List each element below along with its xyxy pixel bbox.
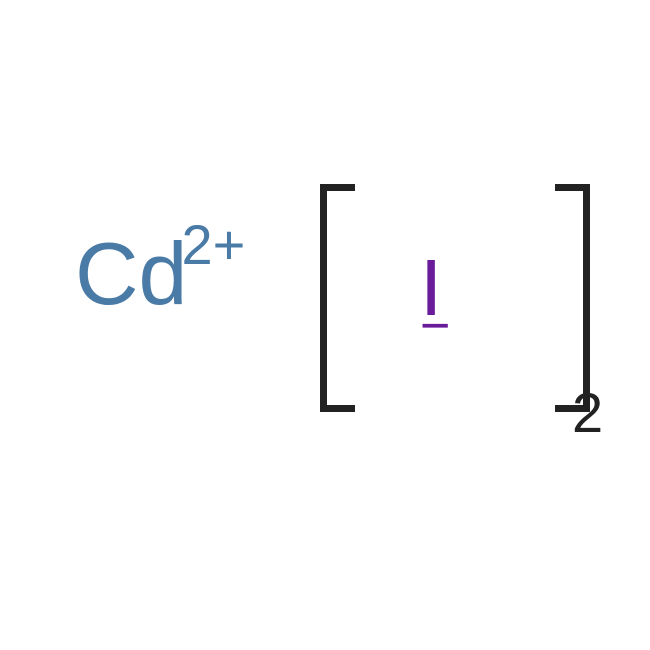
left-bracket	[320, 184, 355, 412]
cation-symbol: Cd	[75, 230, 188, 318]
stoichiometric-subscript: 2	[572, 380, 603, 445]
chemical-formula-canvas: Cd2+ I− 2	[0, 0, 650, 650]
right-bracket	[555, 184, 590, 412]
cation: Cd2+	[75, 230, 251, 318]
anion-charge: −	[420, 300, 450, 352]
cation-charge: 2+	[182, 217, 246, 273]
anion: I−	[420, 248, 450, 380]
